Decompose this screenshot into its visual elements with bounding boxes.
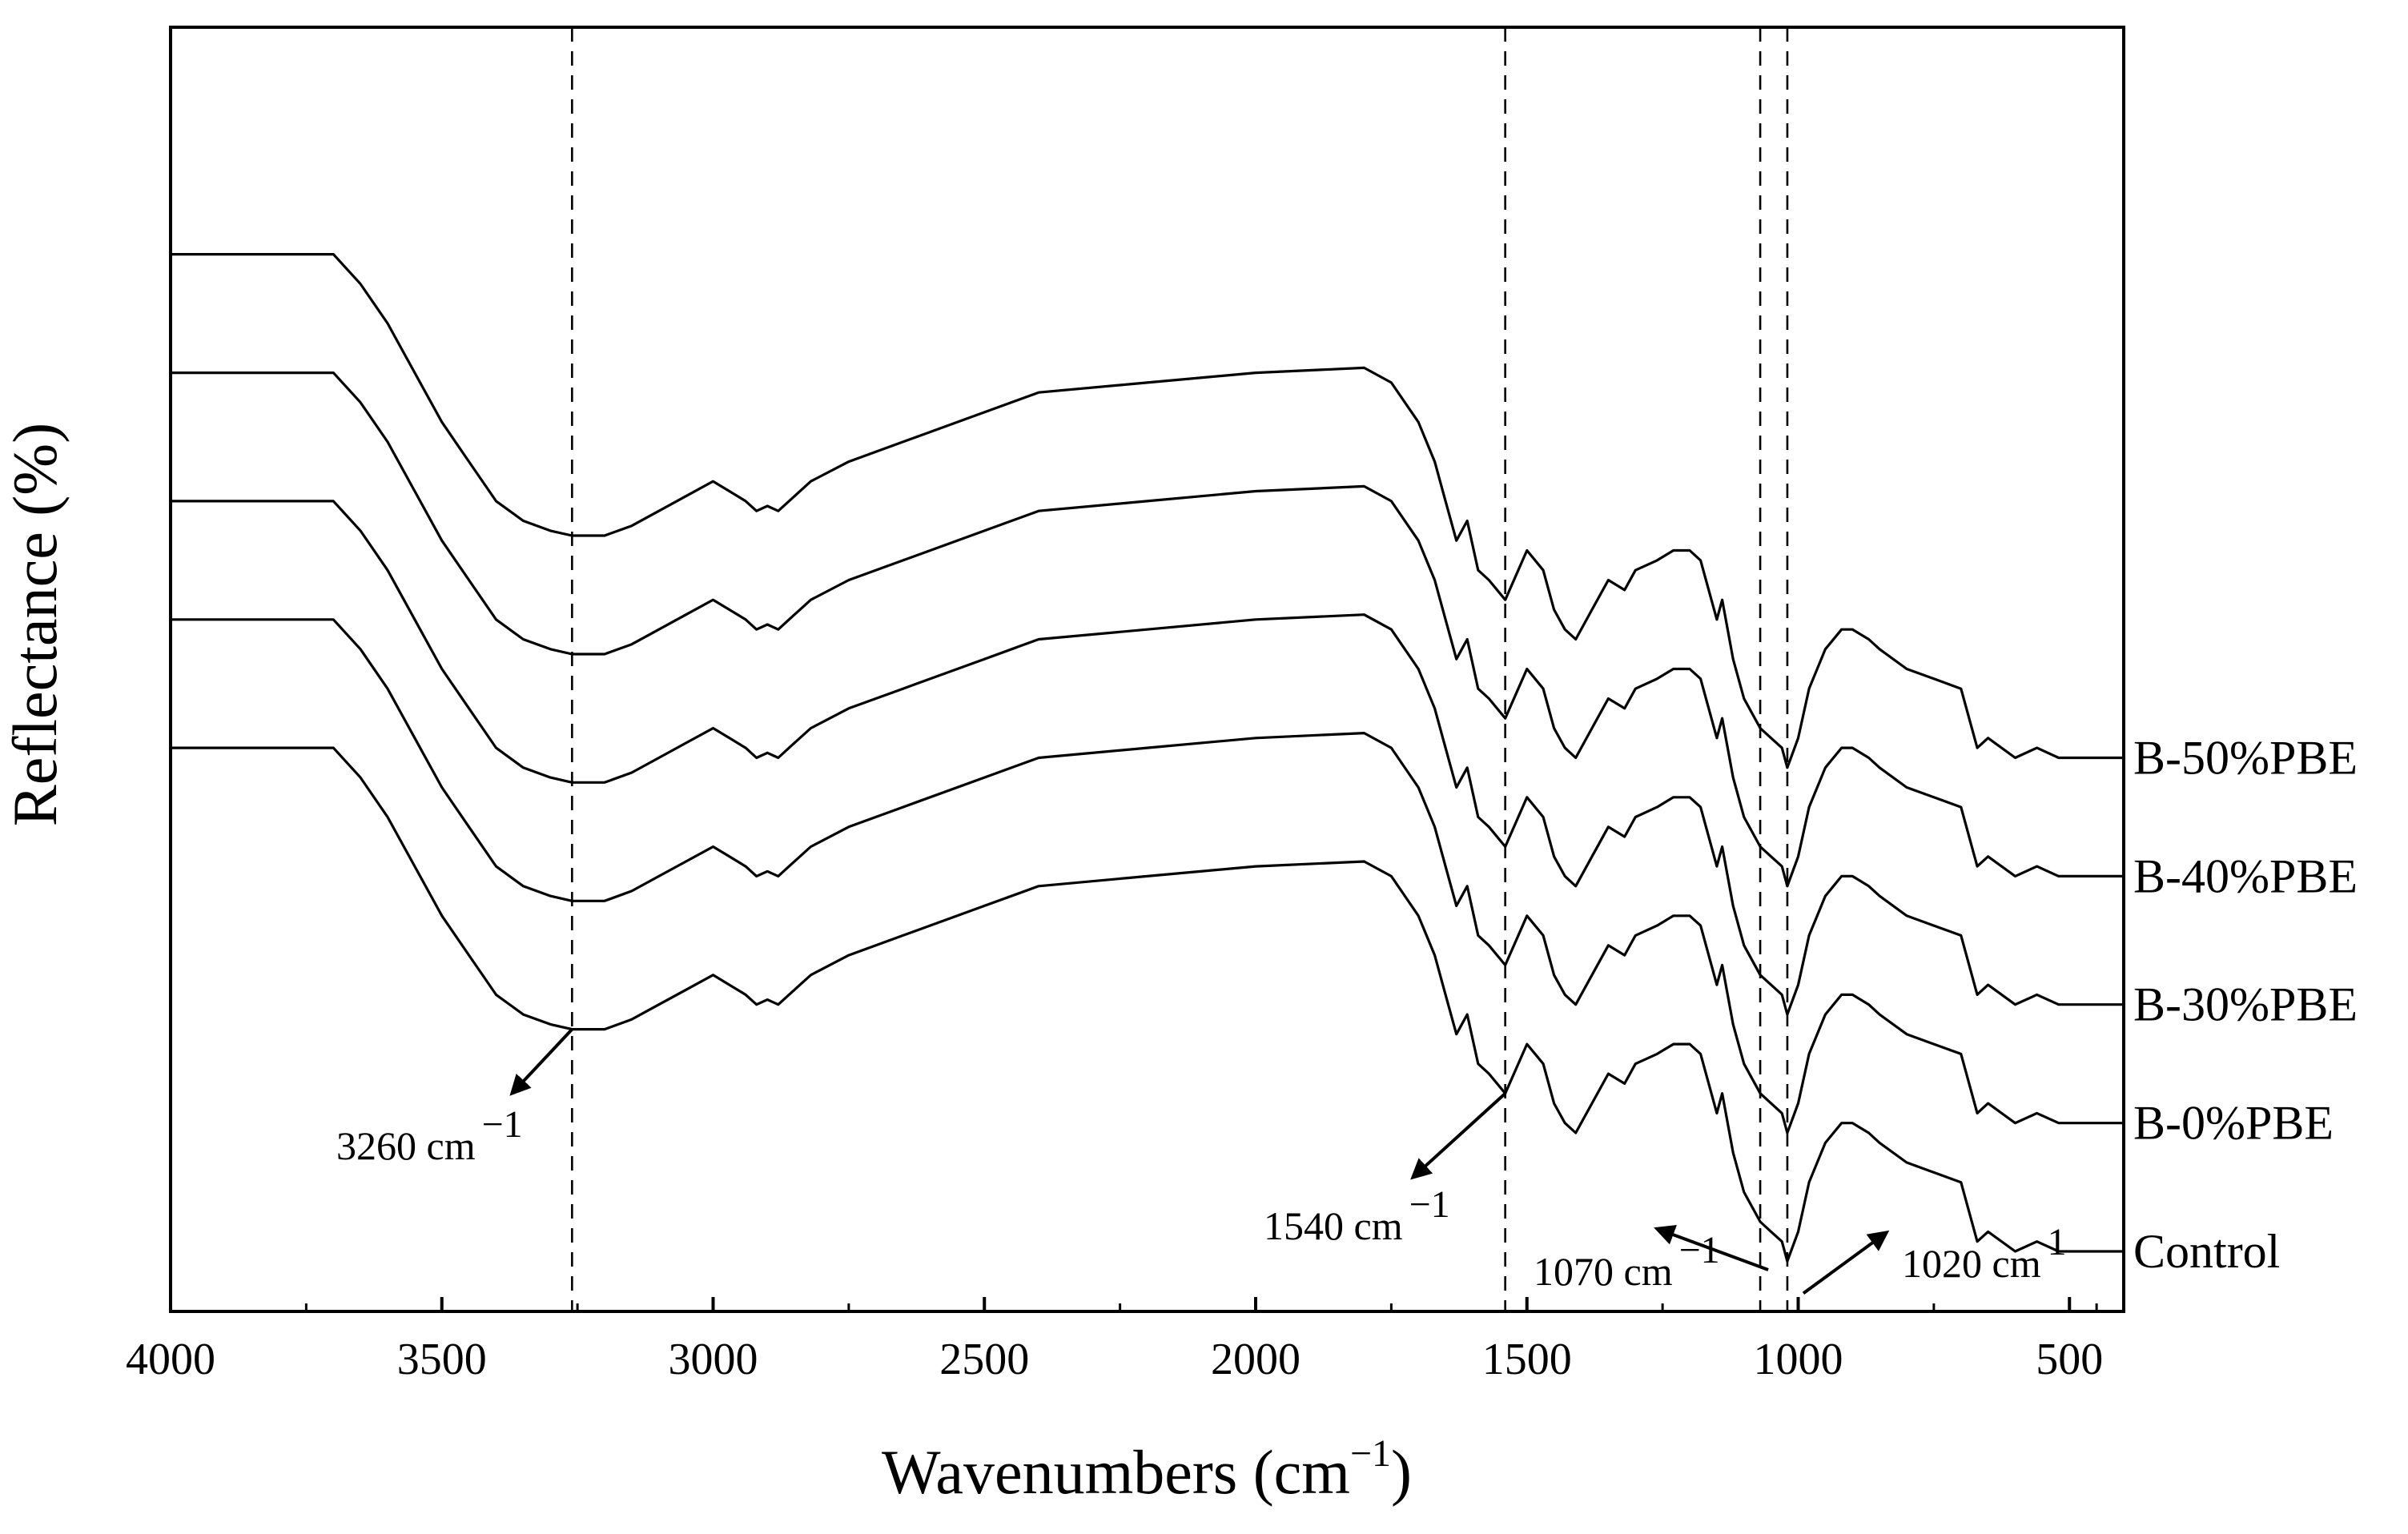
x-tick-label: 500 <box>2036 1335 2103 1384</box>
y-axis-title: Reflectance (%) <box>0 423 70 827</box>
x-axis-title-text: Wavenumbers (cm <box>882 1437 1350 1507</box>
annotation-label-sup: −1 <box>482 1103 523 1146</box>
x-tick-label: 2000 <box>1211 1335 1300 1384</box>
annotation-label-text: 1070 cm <box>1534 1249 1673 1294</box>
annotation-label: 3260 cm −1 <box>336 1103 523 1168</box>
annotation-arrow <box>1410 1092 1506 1180</box>
plot-frame <box>169 26 2125 1313</box>
x-tick-label: 1500 <box>1482 1335 1572 1384</box>
series-label: Control <box>2133 1225 2280 1278</box>
annotation-label-sup: −1 <box>1679 1229 1720 1271</box>
series-label: B-50%PBE <box>2133 731 2358 784</box>
x-tick-label: 2500 <box>939 1335 1029 1384</box>
annotation-label-text: 1020 cm <box>1902 1241 2041 1286</box>
x-axis-title: Wavenumbers (cm−1) <box>882 1432 1412 1507</box>
x-ticks: 4000 3500 3000 2500 2000 1500 1000 500 <box>126 1297 2103 1384</box>
guide-lines <box>571 27 1789 1311</box>
series-line <box>171 746 2124 1263</box>
annotation-arrow <box>1802 1230 1890 1295</box>
annotation-label: 1020 cm 1 <box>1902 1221 2067 1286</box>
x-tick-label: 4000 <box>126 1335 215 1384</box>
series-lines <box>171 253 2124 1263</box>
annotation-label-sup: 1 <box>2048 1221 2067 1263</box>
annotation-arrow <box>1654 1225 1769 1271</box>
series-labels: B-50%PBE B-40%PBE B-30%PBE B-0%PBE Control <box>2133 731 2358 1278</box>
x-tick-label: 3500 <box>397 1335 487 1384</box>
series-label: B-40%PBE <box>2133 849 2358 902</box>
series-line <box>171 618 2124 1134</box>
annotation-label-sup: −1 <box>1409 1183 1450 1226</box>
x-tick-label: 3000 <box>669 1335 758 1384</box>
series-line <box>171 371 2124 888</box>
x-axis-title-close: ) <box>1391 1437 1412 1507</box>
series-line <box>171 500 2124 1016</box>
annotation-label: 1070 cm −1 <box>1534 1229 1720 1294</box>
series-label: B-30%PBE <box>2133 978 2358 1031</box>
annotation-label-text: 1540 cm <box>1264 1203 1403 1248</box>
annotation-arrow <box>509 1028 573 1096</box>
x-tick-label: 1000 <box>1754 1335 1843 1384</box>
annotation-label-text: 3260 cm <box>336 1123 476 1168</box>
annotation-label: 1540 cm −1 <box>1264 1183 1450 1248</box>
x-axis-title-sup: −1 <box>1350 1432 1391 1475</box>
series-line <box>171 253 2124 769</box>
series-label: B-0%PBE <box>2133 1097 2334 1150</box>
